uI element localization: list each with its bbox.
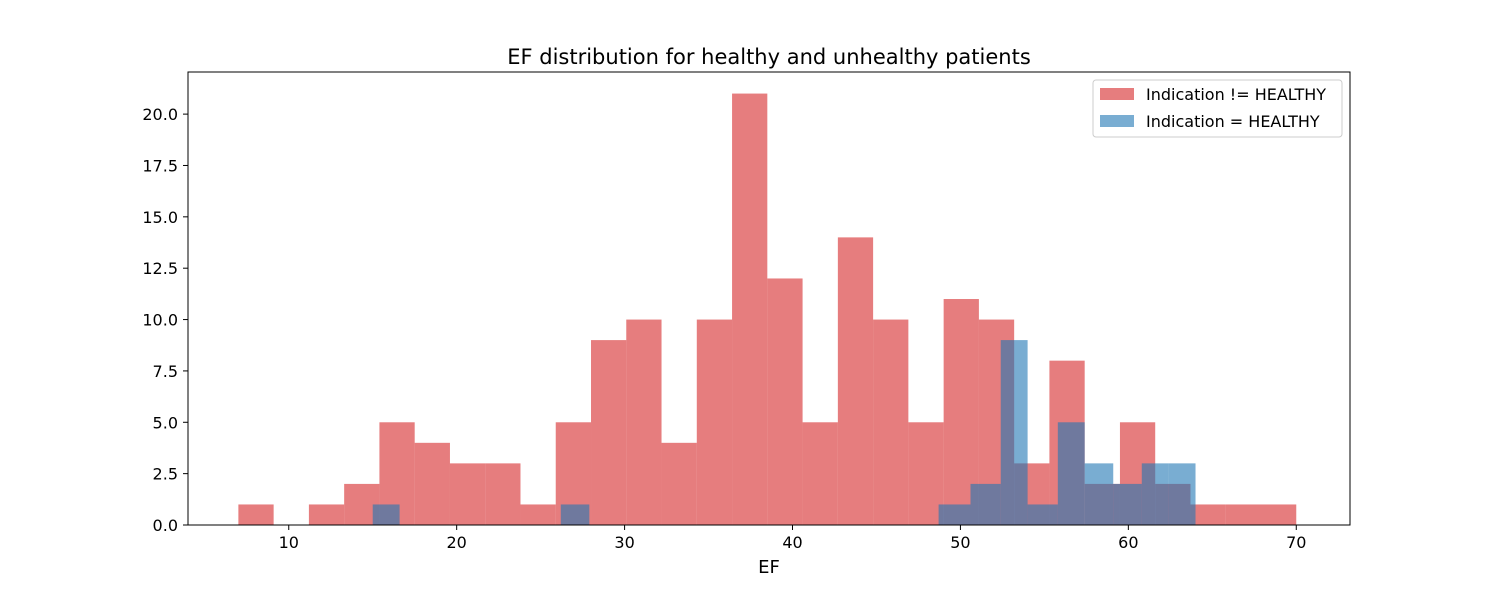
x-axis-title: EF [758, 557, 780, 578]
bar [802, 422, 838, 525]
bar [938, 504, 971, 525]
y-tick-label: 2.5 [153, 465, 178, 484]
bar [908, 422, 944, 525]
bar [591, 340, 627, 525]
bar [1084, 463, 1114, 525]
series-healthy [372, 340, 1196, 525]
y-tick-label: 12.5 [142, 259, 178, 278]
y-tick-label: 15.0 [142, 208, 178, 227]
x-axis: 10 20 30 40 50 60 70 [279, 525, 1306, 552]
x-tick-label: 60 [1118, 533, 1138, 552]
bar [732, 93, 768, 525]
bar [661, 442, 697, 525]
legend-box [1092, 79, 1343, 138]
bar [1000, 340, 1028, 525]
x-tick-label: 30 [614, 533, 634, 552]
bar [238, 504, 274, 525]
bar [1027, 504, 1058, 525]
x-tick-label: 40 [782, 533, 802, 552]
bar [372, 504, 400, 525]
y-tick-label: 17.5 [142, 156, 178, 175]
y-tick-label: 20.0 [142, 105, 178, 124]
legend-label-healthy: Indication = HEALTHY [1146, 112, 1320, 131]
bar [520, 504, 556, 525]
plot-frame [187, 71, 1351, 526]
y-tick-label: 0.0 [153, 516, 178, 535]
legend-swatch-unhealthy [1100, 88, 1134, 100]
bar [626, 319, 662, 525]
y-tick-label: 7.5 [153, 362, 178, 381]
legend: Indication != HEALTHY Indication = HEALT… [1092, 79, 1343, 138]
x-tick-label: 10 [279, 533, 299, 552]
bar [485, 463, 521, 525]
y-tick-label: 10.0 [142, 311, 178, 330]
chart-title: EF distribution for healthy and unhealth… [507, 45, 1031, 69]
bar [1261, 504, 1297, 525]
x-tick-label: 50 [950, 533, 970, 552]
bar [1190, 504, 1226, 525]
bar [837, 237, 874, 525]
x-tick-label: 70 [1286, 533, 1306, 552]
bar [414, 442, 450, 525]
bar [449, 463, 486, 525]
bar [767, 278, 803, 525]
legend-swatch-healthy [1100, 115, 1134, 127]
series-unhealthy [238, 93, 1297, 525]
bar [873, 319, 909, 525]
bar [1057, 422, 1085, 525]
y-tick-label: 5.0 [153, 413, 178, 432]
bar [308, 504, 345, 525]
bar [560, 504, 590, 525]
bar [970, 483, 1001, 525]
bar [696, 319, 733, 525]
bar [1168, 463, 1196, 525]
bar [1141, 463, 1169, 525]
x-tick-label: 20 [446, 533, 466, 552]
legend-label-unhealthy: Indication != HEALTHY [1146, 85, 1326, 104]
bar [1113, 483, 1142, 525]
bar [1225, 504, 1261, 525]
y-axis: 0.0 2.5 5.0 7.5 10.0 12.5 15.0 17.5 20.0 [142, 105, 188, 535]
bars-layer [238, 93, 1297, 525]
